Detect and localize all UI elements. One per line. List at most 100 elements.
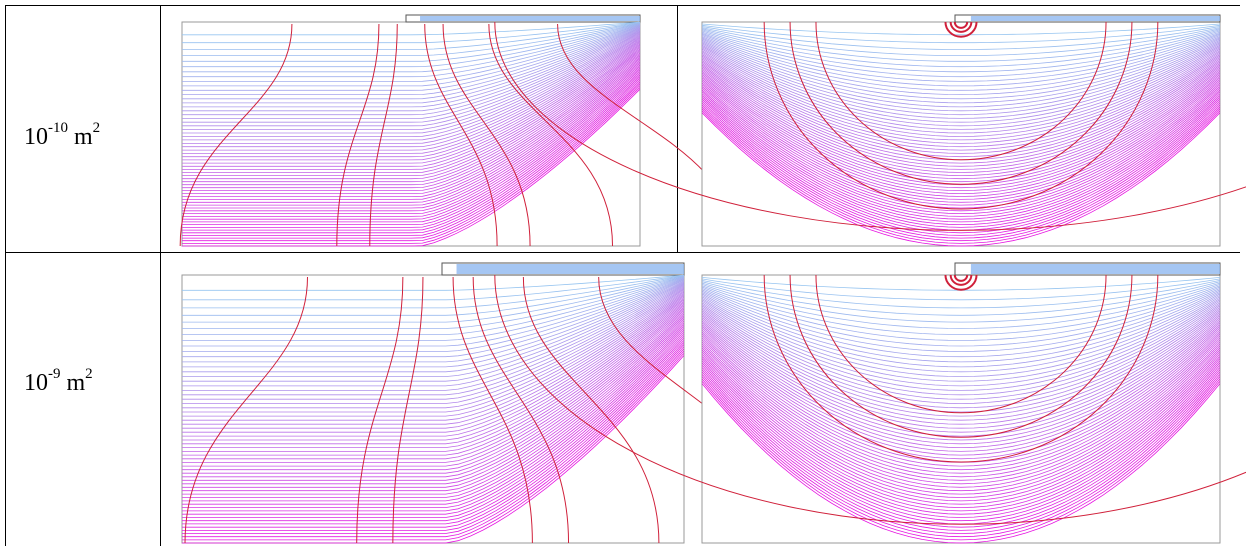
contour-line [701,343,1221,485]
contour-line [701,65,1221,173]
contour-line [701,73,1221,189]
contour-line [701,311,1221,421]
red-contour [944,274,978,291]
row-label: 10-10 m2 [24,120,100,149]
contour-line [182,339,685,522]
contour-line [182,32,641,127]
contour-line [182,287,685,400]
contour-line [182,282,685,377]
contour-line [701,79,1221,197]
red-contour [472,276,570,544]
contour-line [182,22,641,68]
contour-line [182,64,641,209]
label-unit: m [67,370,86,396]
contour-line [182,280,685,368]
contour-line [182,21,641,36]
contour-line [182,274,685,291]
contour-line [182,74,641,225]
contour-line [701,339,1221,478]
contour-line [701,371,1221,528]
contour-plot [181,262,795,544]
contour-line [701,318,1221,437]
contour-line [182,28,641,108]
contour-line [701,30,1221,73]
contour-line [701,28,1221,62]
contour-line [182,40,641,154]
contour-line [701,58,1221,158]
contour-plot [494,14,1246,247]
contour-line [182,299,685,441]
contour-line [701,41,1221,112]
contour-line [701,364,1221,518]
contour-line [182,276,685,335]
contour-line [701,110,1221,244]
contour-line [701,366,1221,522]
contour-line [182,22,641,50]
contour-line [701,376,1221,534]
contour-line [701,316,1221,433]
label-exponent: -9 [48,366,61,382]
contour-line [701,329,1221,460]
contour-line [701,42,1221,116]
contour-line [182,279,685,358]
contour-line [701,50,1221,137]
contour-line [182,292,685,421]
contour-line [182,28,641,112]
contour-line [182,283,685,382]
contour-line [701,289,1221,352]
contour-line [182,288,685,404]
contour-line [701,313,1221,425]
red-contour [494,274,1246,525]
contour-line [182,43,641,164]
contour-line [182,308,685,463]
contour-line [182,294,685,425]
contour-line [701,31,1221,78]
contour-line [701,373,1221,531]
contour-line [701,297,1221,382]
boundary-strip [420,16,640,21]
contour-line [182,87,641,244]
contour-line [182,318,685,485]
contour-line [182,35,641,141]
contour-line [182,26,641,100]
boundary-strip [456,264,684,274]
label-unit-exponent: 2 [93,120,101,136]
contour-line [182,24,641,87]
red-contour [763,274,1159,463]
contour-line [182,32,641,130]
contour-line [701,320,1221,441]
contour-line [701,37,1221,100]
contour-line [182,298,685,437]
contour-line [701,32,1221,82]
contour-line [182,21,641,44]
contour-line [701,362,1221,515]
contour-line [182,42,641,161]
contour-line [701,69,1221,180]
contour-line [182,325,685,498]
contour-line [701,95,1221,223]
contour-line [701,102,1221,234]
contour-line [182,67,641,214]
contour-line [182,277,685,341]
contour-line [701,87,1221,212]
contour-line [701,281,1221,316]
red-contour [815,21,1107,161]
contour-line [701,46,1221,127]
contour-line [701,351,1221,498]
contour-line [182,26,641,95]
contour-line [701,27,1221,56]
contour-line [701,303,1221,400]
contour-line [701,327,1221,456]
contour-line [182,279,685,363]
contour-line [182,37,641,148]
contour-line [182,303,685,452]
contour-line [182,69,641,217]
contour-line [182,27,641,104]
contour-line [182,275,685,309]
contour-line [701,349,1221,495]
red-contour [949,21,973,33]
red-contour [949,274,973,286]
contour-line [701,96,1221,226]
contour-line [701,305,1221,404]
